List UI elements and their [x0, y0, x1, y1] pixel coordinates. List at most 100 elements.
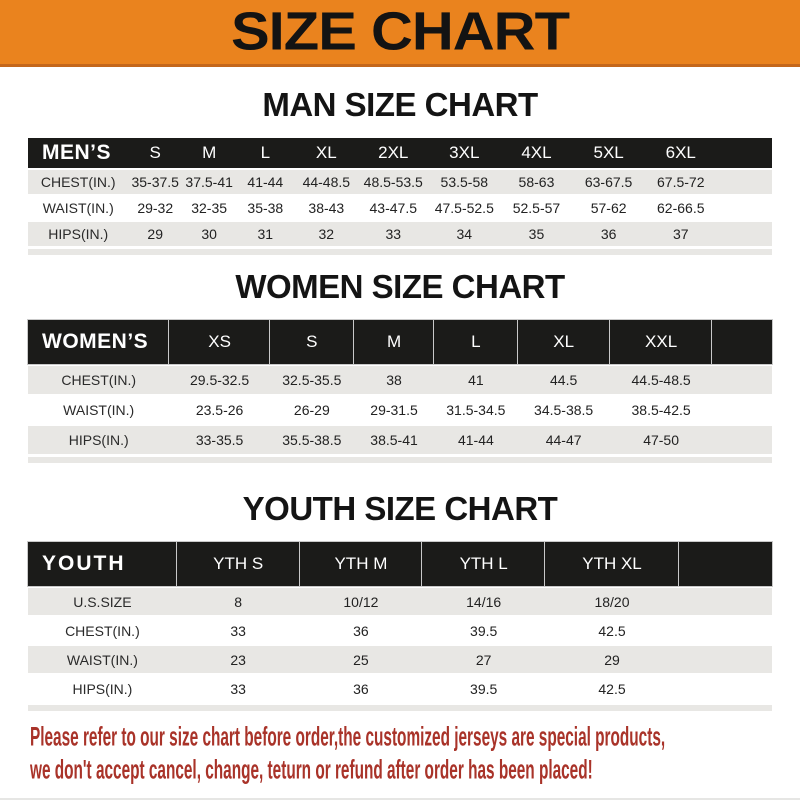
size-value: 67.5-72	[644, 170, 717, 194]
row-label: U.S.SIZE	[28, 588, 177, 615]
row-label: WAIST(IN.)	[28, 396, 170, 424]
table-bottom-strip	[28, 457, 772, 463]
size-column-header: YTH XL	[545, 542, 679, 586]
size-value: 44.5-48.5	[609, 366, 713, 394]
disclaimer-line-1: Please refer to our size chart before or…	[30, 723, 800, 756]
size-value: 33	[358, 222, 429, 246]
row-label: HIPS(IN.)	[28, 222, 129, 246]
size-value: 38.5-41	[353, 426, 435, 454]
disclaimer-text-2: we don't accept cancel, change, teturn o…	[30, 755, 593, 786]
size-value: 58-63	[500, 170, 573, 194]
title-banner: SIZE CHART	[0, 0, 800, 67]
size-column-header: YTH L	[422, 542, 546, 586]
women-corner-label: WOMEN’S	[28, 320, 170, 364]
women-header-row: WOMEN’S XS S M L XL XXL	[28, 320, 772, 364]
size-value: 36	[299, 675, 423, 702]
measurement-row: CHEST(IN.) 33 36 39.5 42.5	[28, 617, 772, 644]
size-value: 29	[545, 646, 679, 673]
filler-cell	[678, 646, 772, 673]
size-value: 35-37.5	[128, 170, 182, 194]
size-column-header: 4XL	[500, 138, 573, 168]
size-value: 53.5-58	[428, 170, 501, 194]
size-value: 39.5	[422, 675, 546, 702]
size-value: 41	[434, 366, 518, 394]
disclaimer-note: Please refer to our size chart before or…	[30, 723, 800, 789]
size-value: 62-66.5	[644, 196, 717, 220]
size-value: 42.5	[545, 617, 679, 644]
filler-cell	[712, 366, 772, 394]
measurement-row: CHEST(IN.) 35-37.5 37.5-41 41-44 44-48.5 48.5…	[28, 170, 772, 194]
size-value: 27	[422, 646, 546, 673]
filler-cell	[712, 320, 772, 364]
table-bottom-strip	[28, 705, 772, 711]
size-value: 8	[176, 588, 300, 615]
youth-section-heading: YOUTH SIZE CHART	[242, 490, 558, 527]
size-value: 36	[299, 617, 423, 644]
filler-cell	[716, 170, 772, 194]
size-column-header: S	[128, 138, 182, 168]
size-value: 29.5-32.5	[169, 366, 270, 394]
size-value: 30	[182, 222, 237, 246]
size-value: 37.5-41	[182, 170, 237, 194]
youth-size-section: YOUTH SIZE CHART YOUTH YTH S YTH M YTH L YTH …	[28, 491, 772, 711]
filler-cell	[678, 675, 772, 702]
men-corner-label: MEN’S	[28, 138, 129, 168]
size-column-header: 3XL	[428, 138, 501, 168]
size-column-header: L	[434, 320, 518, 364]
size-value: 43-47.5	[358, 196, 429, 220]
size-value: 32-35	[182, 196, 237, 220]
size-value: 47.5-52.5	[428, 196, 501, 220]
size-column-header: XL	[517, 320, 610, 364]
size-value: 33	[176, 617, 300, 644]
men-section-heading: MAN SIZE CHART	[262, 86, 538, 123]
measurement-row: HIPS(IN.) 33 36 39.5 42.5	[28, 675, 772, 702]
size-value: 36	[572, 222, 645, 246]
size-value: 32	[294, 222, 359, 246]
youth-corner-label: YOUTH	[28, 542, 177, 586]
table-bottom-strip	[28, 249, 772, 255]
filler-cell	[678, 588, 772, 615]
size-value: 29-31.5	[353, 396, 435, 424]
size-value: 42.5	[545, 675, 679, 702]
size-value: 29-32	[128, 196, 182, 220]
size-value: 44-47	[517, 426, 610, 454]
row-label: HIPS(IN.)	[28, 426, 170, 454]
size-value: 23	[176, 646, 300, 673]
size-column-header: 6XL	[644, 138, 717, 168]
size-value: 18/20	[545, 588, 679, 615]
size-column-header: YTH M	[299, 542, 423, 586]
women-size-section: WOMEN SIZE CHART WOMEN’S XS S M L XL XXL CHEST(I…	[28, 269, 772, 463]
filler-cell	[716, 196, 772, 220]
youth-size-table: YOUTH YTH S YTH M YTH L YTH XL U.S.SIZE 8 10/12…	[28, 540, 772, 704]
men-size-section: MAN SIZE CHART MEN’S S M L XL 2XL 3XL 4XL 5XL 6XL C…	[28, 87, 772, 255]
size-value: 35-38	[236, 196, 295, 220]
size-value: 37	[644, 222, 717, 246]
measurement-row: HIPS(IN.) 29 30 31 32 33 34 35 36 37	[28, 222, 772, 246]
row-label: CHEST(IN.)	[28, 170, 129, 194]
size-value: 44-48.5	[294, 170, 359, 194]
size-value: 31.5-34.5	[434, 396, 518, 424]
row-label: CHEST(IN.)	[28, 366, 170, 394]
size-value: 35	[500, 222, 573, 246]
measurement-row: U.S.SIZE 8 10/12 14/16 18/20	[28, 588, 772, 615]
size-value: 41-44	[236, 170, 295, 194]
filler-cell	[716, 222, 772, 246]
size-value: 31	[236, 222, 295, 246]
measurement-row: WAIST(IN.) 23 25 27 29	[28, 646, 772, 673]
size-chart-sections: MAN SIZE CHART MEN’S S M L XL 2XL 3XL 4XL 5XL 6XL C…	[0, 87, 800, 711]
filler-cell	[712, 426, 772, 454]
size-value: 32.5-35.5	[269, 366, 354, 394]
size-value: 33	[176, 675, 300, 702]
disclaimer-text-1: Please refer to our size chart before or…	[30, 722, 666, 753]
size-value: 14/16	[422, 588, 546, 615]
women-size-table: WOMEN’S XS S M L XL XXL CHEST(IN.) 29.5-32.5 32.5…	[28, 318, 772, 456]
size-value: 10/12	[299, 588, 423, 615]
filler-cell	[712, 396, 772, 424]
filler-cell	[678, 617, 772, 644]
size-value: 38.5-42.5	[609, 396, 713, 424]
size-value: 25	[299, 646, 423, 673]
filler-cell	[678, 542, 772, 586]
row-label: CHEST(IN.)	[28, 617, 177, 644]
size-column-header: M	[182, 138, 237, 168]
